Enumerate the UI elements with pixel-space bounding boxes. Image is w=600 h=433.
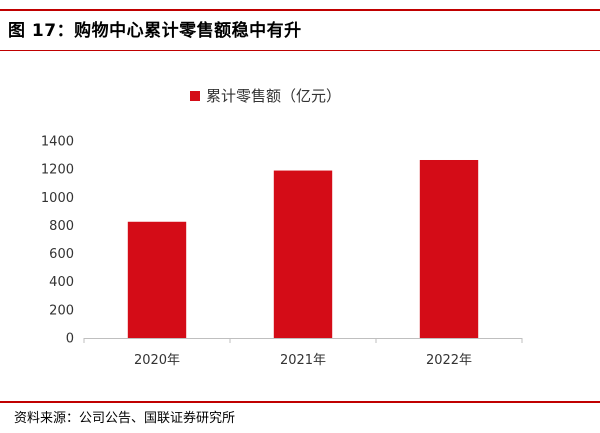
y-axis: 0 200 400 600 800 1000 1200 1400	[41, 135, 74, 347]
x-axis: 2020年 2021年 2022年	[83, 338, 523, 368]
legend: 累计零售额（亿元）	[190, 87, 341, 105]
legend-label: 累计零售额（亿元）	[206, 87, 341, 105]
bar-2021年	[273, 170, 333, 338]
bar-2022年	[419, 159, 479, 338]
y-tick-label: 1000	[41, 191, 74, 206]
legend-swatch	[190, 91, 200, 101]
y-tick-label: 1400	[41, 135, 74, 150]
y-tick-label: 1200	[41, 163, 74, 178]
y-tick-label: 200	[49, 303, 74, 318]
x-tick-label: 2021年	[280, 353, 326, 368]
source-note: 资料来源：公司公告、国联证券研究所	[14, 411, 236, 426]
bottom-rule	[0, 401, 600, 403]
bars	[127, 159, 479, 338]
y-tick-label: 600	[49, 247, 74, 262]
bar-2020年	[127, 221, 187, 338]
y-tick-label: 0	[66, 332, 74, 347]
y-tick-label: 400	[49, 275, 74, 290]
figure-title: 图 17：购物中心累计零售额稳中有升	[8, 21, 302, 41]
y-tick-label: 800	[49, 219, 74, 234]
top-rule	[0, 9, 600, 11]
x-tick-label: 2022年	[426, 353, 472, 368]
bar-chart: 累计零售额（亿元） 0 200 400 600 800 1000 1200 1400 2020…	[41, 87, 523, 368]
x-tick-label: 2020年	[134, 353, 180, 368]
title-rule	[0, 50, 600, 51]
